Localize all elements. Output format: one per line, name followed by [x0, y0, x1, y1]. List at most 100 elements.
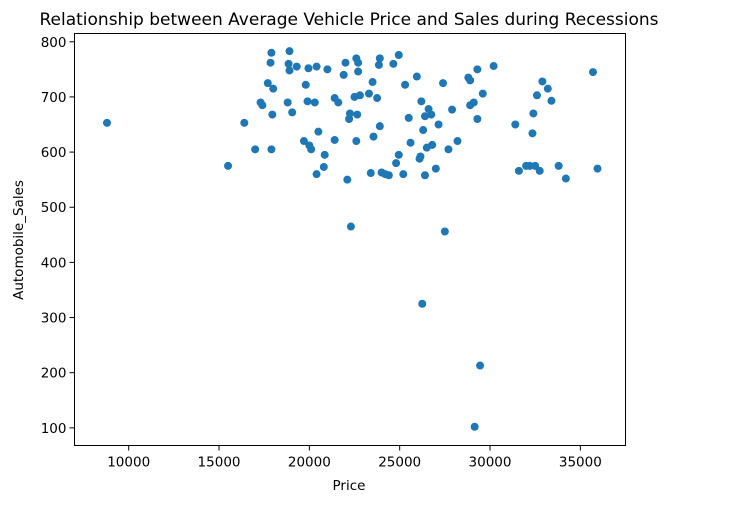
data-points	[103, 47, 602, 431]
y-tick-label: 800	[41, 35, 67, 51]
data-point	[448, 105, 457, 114]
data-point	[514, 166, 523, 175]
data-point	[373, 94, 382, 103]
data-point	[554, 161, 563, 170]
data-point	[284, 59, 293, 68]
data-point	[473, 65, 482, 74]
y-tick-label: 400	[41, 255, 67, 271]
y-tick-label: 100	[41, 421, 67, 437]
data-point	[394, 51, 403, 60]
data-point	[224, 161, 233, 170]
data-point	[444, 145, 453, 154]
x-tick-label: 25000	[378, 455, 421, 471]
data-point	[269, 84, 278, 93]
data-point	[593, 164, 602, 173]
data-point	[417, 97, 426, 106]
data-point	[267, 48, 276, 57]
data-point	[434, 120, 443, 129]
data-point	[439, 79, 448, 88]
y-axis-label: Automobile_Sales	[11, 180, 27, 300]
data-point	[418, 299, 427, 308]
data-point	[428, 140, 437, 149]
data-point	[469, 98, 478, 107]
data-point	[478, 89, 487, 98]
data-point	[339, 70, 348, 79]
y-tick-label: 700	[41, 90, 67, 106]
data-point	[312, 62, 321, 71]
data-point	[346, 222, 355, 231]
data-point	[240, 118, 249, 127]
data-point	[304, 64, 313, 73]
data-point	[389, 59, 398, 68]
data-point	[431, 164, 440, 173]
data-point	[466, 76, 475, 85]
data-point	[401, 80, 410, 89]
data-point	[369, 132, 378, 141]
data-point	[440, 227, 449, 236]
data-point	[538, 77, 547, 86]
chart-title: Relationship between Average Vehicle Pri…	[39, 10, 658, 30]
x-tick-label: 15000	[198, 455, 241, 471]
data-point	[543, 84, 552, 93]
data-point	[285, 66, 294, 75]
data-point	[511, 120, 520, 129]
data-point	[266, 58, 275, 67]
y-axis: 100 200 300 400 500 600 700 800	[41, 35, 75, 437]
data-point	[368, 78, 377, 87]
x-axis: 10000 15000 20000 25000 30000 35000	[107, 445, 602, 471]
data-point	[346, 109, 354, 118]
data-point	[420, 171, 429, 180]
data-point	[366, 169, 375, 178]
data-point	[263, 79, 272, 88]
y-tick-label: 500	[41, 200, 67, 216]
data-point	[406, 138, 415, 147]
data-point	[267, 145, 276, 154]
data-point	[307, 145, 316, 154]
data-point	[319, 162, 328, 171]
data-point	[394, 150, 403, 159]
data-point	[535, 166, 544, 175]
data-point	[330, 135, 339, 144]
data-point	[268, 110, 277, 119]
x-tick-label: 35000	[559, 455, 602, 471]
data-point	[392, 159, 401, 168]
data-point	[314, 127, 323, 136]
data-point	[412, 72, 421, 81]
data-point	[355, 91, 364, 100]
data-point	[283, 98, 292, 107]
data-point	[343, 175, 352, 184]
data-point	[352, 137, 361, 146]
data-point	[375, 122, 384, 131]
x-tick-label: 20000	[288, 455, 331, 471]
data-point	[547, 96, 556, 105]
data-point	[529, 109, 538, 118]
data-point	[419, 126, 428, 135]
data-point	[103, 118, 112, 127]
data-point	[251, 145, 260, 154]
data-point	[364, 89, 373, 98]
data-point	[258, 101, 267, 110]
data-point	[303, 97, 312, 106]
data-point	[416, 152, 425, 161]
data-point	[528, 129, 537, 138]
data-point	[489, 62, 498, 71]
data-point	[561, 174, 570, 183]
data-point	[354, 67, 363, 76]
data-point	[288, 108, 297, 117]
data-point	[292, 62, 301, 71]
x-axis-label: Price	[333, 478, 366, 494]
plot-frame	[74, 33, 626, 446]
data-point	[354, 58, 363, 67]
data-point	[476, 361, 485, 370]
data-point	[323, 65, 332, 74]
data-point	[473, 114, 482, 123]
y-tick-label: 300	[41, 311, 67, 327]
data-point	[404, 113, 413, 122]
data-point	[588, 68, 597, 77]
data-point	[420, 112, 429, 121]
data-point	[384, 171, 393, 180]
y-tick-label: 200	[41, 366, 67, 382]
data-point	[310, 98, 319, 107]
x-tick-label: 30000	[469, 455, 512, 471]
